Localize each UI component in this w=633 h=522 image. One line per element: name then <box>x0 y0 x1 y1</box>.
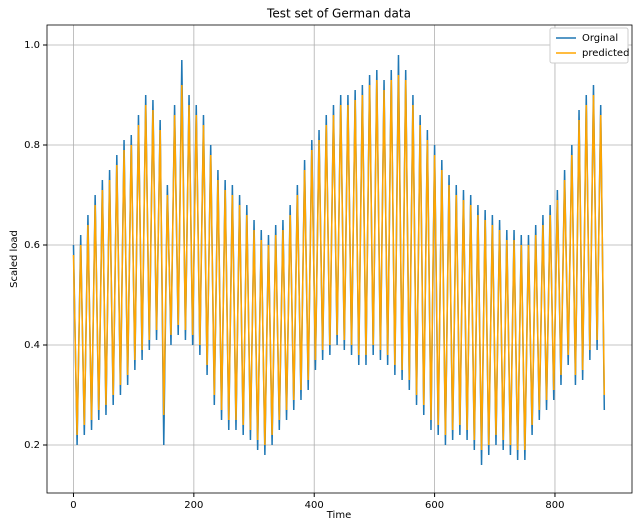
data-line <box>72 74 606 451</box>
y-axis-label: Scaled load <box>9 230 20 288</box>
legend-label: Orginal <box>582 33 618 44</box>
y-tick-label: 0.2 <box>24 440 40 451</box>
x-tick-label: 600 <box>425 500 444 511</box>
y-tick-label: 0.8 <box>24 140 40 151</box>
y-tick-label: 0.4 <box>24 340 40 351</box>
x-axis-label: Time <box>326 510 351 521</box>
plot-frame <box>46 24 633 494</box>
x-tick-label: 400 <box>305 500 324 511</box>
y-tick-label: 0.6 <box>24 240 40 251</box>
x-tick-label: 0 <box>70 500 76 511</box>
legend-label: predicted <box>582 48 629 59</box>
x-tick-label: 200 <box>184 500 203 511</box>
chart-title: Test set of German data <box>266 7 411 21</box>
x-tick-label: 800 <box>545 500 564 511</box>
legend-box <box>549 27 629 64</box>
y-tick-label: 1.0 <box>24 40 40 51</box>
